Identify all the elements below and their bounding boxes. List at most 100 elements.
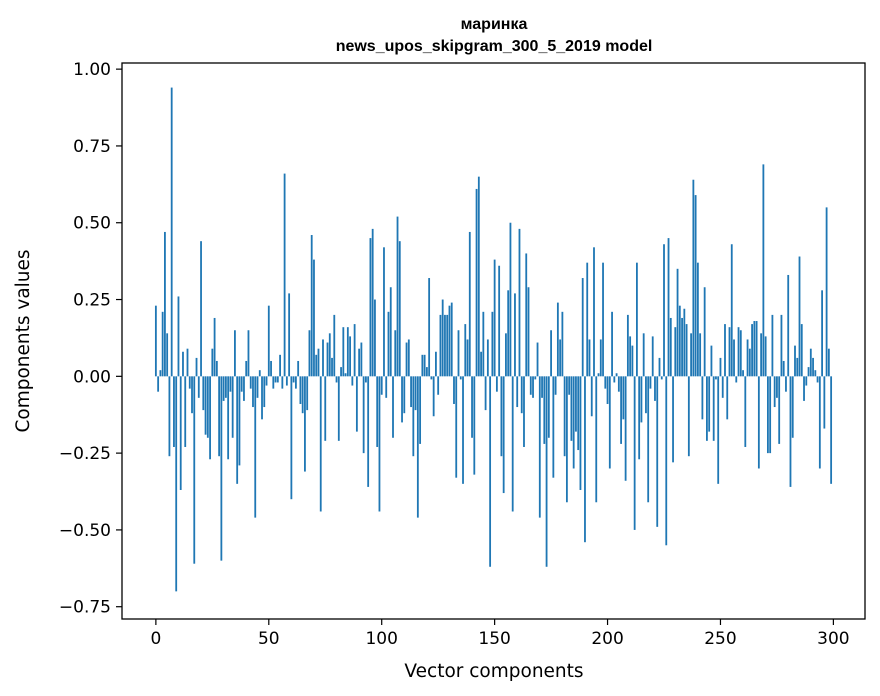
bar-290: [809, 348, 812, 377]
bar-125: [437, 376, 440, 395]
bar-121: [428, 278, 431, 377]
bar-102: [385, 376, 388, 398]
bar-109: [401, 376, 403, 423]
bar-57: [283, 173, 286, 377]
bar-31: [224, 376, 227, 398]
bar-136: [462, 376, 464, 484]
bar-298: [827, 348, 830, 377]
bar-43: [252, 376, 254, 408]
bar-48: [263, 376, 266, 408]
bar-72: [317, 348, 320, 377]
bar-39: [243, 376, 245, 401]
bar-112: [407, 339, 410, 377]
bar-235: [685, 324, 688, 377]
bar-93: [365, 376, 367, 383]
bar-251: [721, 376, 724, 398]
bar-106: [394, 330, 397, 377]
bar-188: [579, 376, 582, 490]
bar-149: [491, 311, 494, 377]
bar-284: [796, 357, 799, 377]
bar-224: [660, 376, 663, 380]
bar-60: [290, 376, 293, 500]
bar-219: [649, 376, 652, 389]
bar-29: [220, 376, 223, 561]
bar-138: [466, 339, 469, 377]
bar-85: [346, 327, 349, 377]
bar-91: [360, 342, 363, 377]
bar-40: [245, 360, 248, 377]
bar-267: [757, 376, 760, 469]
bar-54: [276, 376, 279, 383]
bar-1: [157, 376, 160, 392]
bar-8: [173, 376, 175, 447]
bar-62: [294, 376, 297, 389]
bar-250: [719, 357, 722, 377]
bar-119: [423, 354, 426, 377]
bar-227: [667, 238, 670, 377]
bar-239: [694, 195, 697, 377]
bar-270: [764, 336, 767, 377]
bar-170: [538, 376, 541, 518]
bar-203: [613, 376, 616, 383]
bar-214: [638, 376, 641, 460]
bar-126: [439, 314, 442, 377]
bar-110: [403, 376, 406, 414]
y-tick-label: −0.25: [59, 444, 111, 464]
x-tick-label: 100: [365, 629, 397, 649]
bar-249: [717, 376, 720, 484]
bar-204: [615, 373, 618, 377]
bar-129: [446, 314, 449, 377]
bar-217: [645, 376, 647, 414]
bar-97: [374, 299, 376, 377]
bar-180: [561, 311, 564, 377]
bar-232: [678, 305, 681, 377]
bar-266: [755, 321, 758, 377]
bar-89: [355, 376, 358, 432]
bar-191: [586, 262, 589, 377]
bar-16: [191, 376, 193, 414]
bar-218: [647, 376, 650, 503]
bar-111: [405, 342, 408, 377]
x-tick-label: 150: [478, 629, 510, 649]
bar-176: [552, 376, 555, 478]
bar-27: [215, 360, 218, 377]
bar-211: [631, 345, 634, 377]
bar-192: [588, 339, 591, 377]
bar-269: [762, 164, 765, 377]
bar-65: [301, 376, 304, 414]
y-tick-label: 1.00: [73, 60, 111, 80]
bar-123: [432, 376, 435, 417]
bar-152: [498, 265, 501, 377]
bar-166: [529, 376, 532, 395]
bar-5: [166, 333, 169, 377]
bar-173: [545, 376, 548, 567]
bar-274: [773, 376, 776, 408]
chart-title: маринка news_upos_skipgram_300_5_2019 mo…: [336, 16, 653, 55]
x-axis-ticks: 0 50 100 150 200 250 300: [150, 619, 850, 649]
plot-frame: [121, 62, 866, 620]
bar-288: [805, 376, 808, 386]
bar-56: [281, 376, 284, 389]
bar-23: [206, 376, 209, 438]
bar-283: [794, 345, 796, 377]
bar-147: [486, 339, 489, 377]
bar-142: [475, 188, 478, 377]
bar-172: [543, 376, 546, 444]
y-tick-label: −0.50: [59, 521, 111, 541]
bar-35: [234, 330, 236, 377]
bar-79: [333, 314, 336, 377]
bar-92: [362, 376, 365, 454]
bar-179: [559, 339, 562, 377]
bar-295: [821, 290, 823, 377]
bar-277: [780, 314, 783, 377]
bar-133: [455, 376, 458, 478]
bar-159: [514, 293, 516, 377]
bar-37: [238, 376, 241, 466]
bar-248: [715, 376, 717, 380]
bar-167: [532, 376, 534, 398]
bar-9: [175, 376, 178, 592]
bars-group: [154, 87, 833, 592]
bar-155: [505, 333, 507, 377]
bar-82: [340, 367, 342, 377]
bar-108: [398, 241, 401, 377]
